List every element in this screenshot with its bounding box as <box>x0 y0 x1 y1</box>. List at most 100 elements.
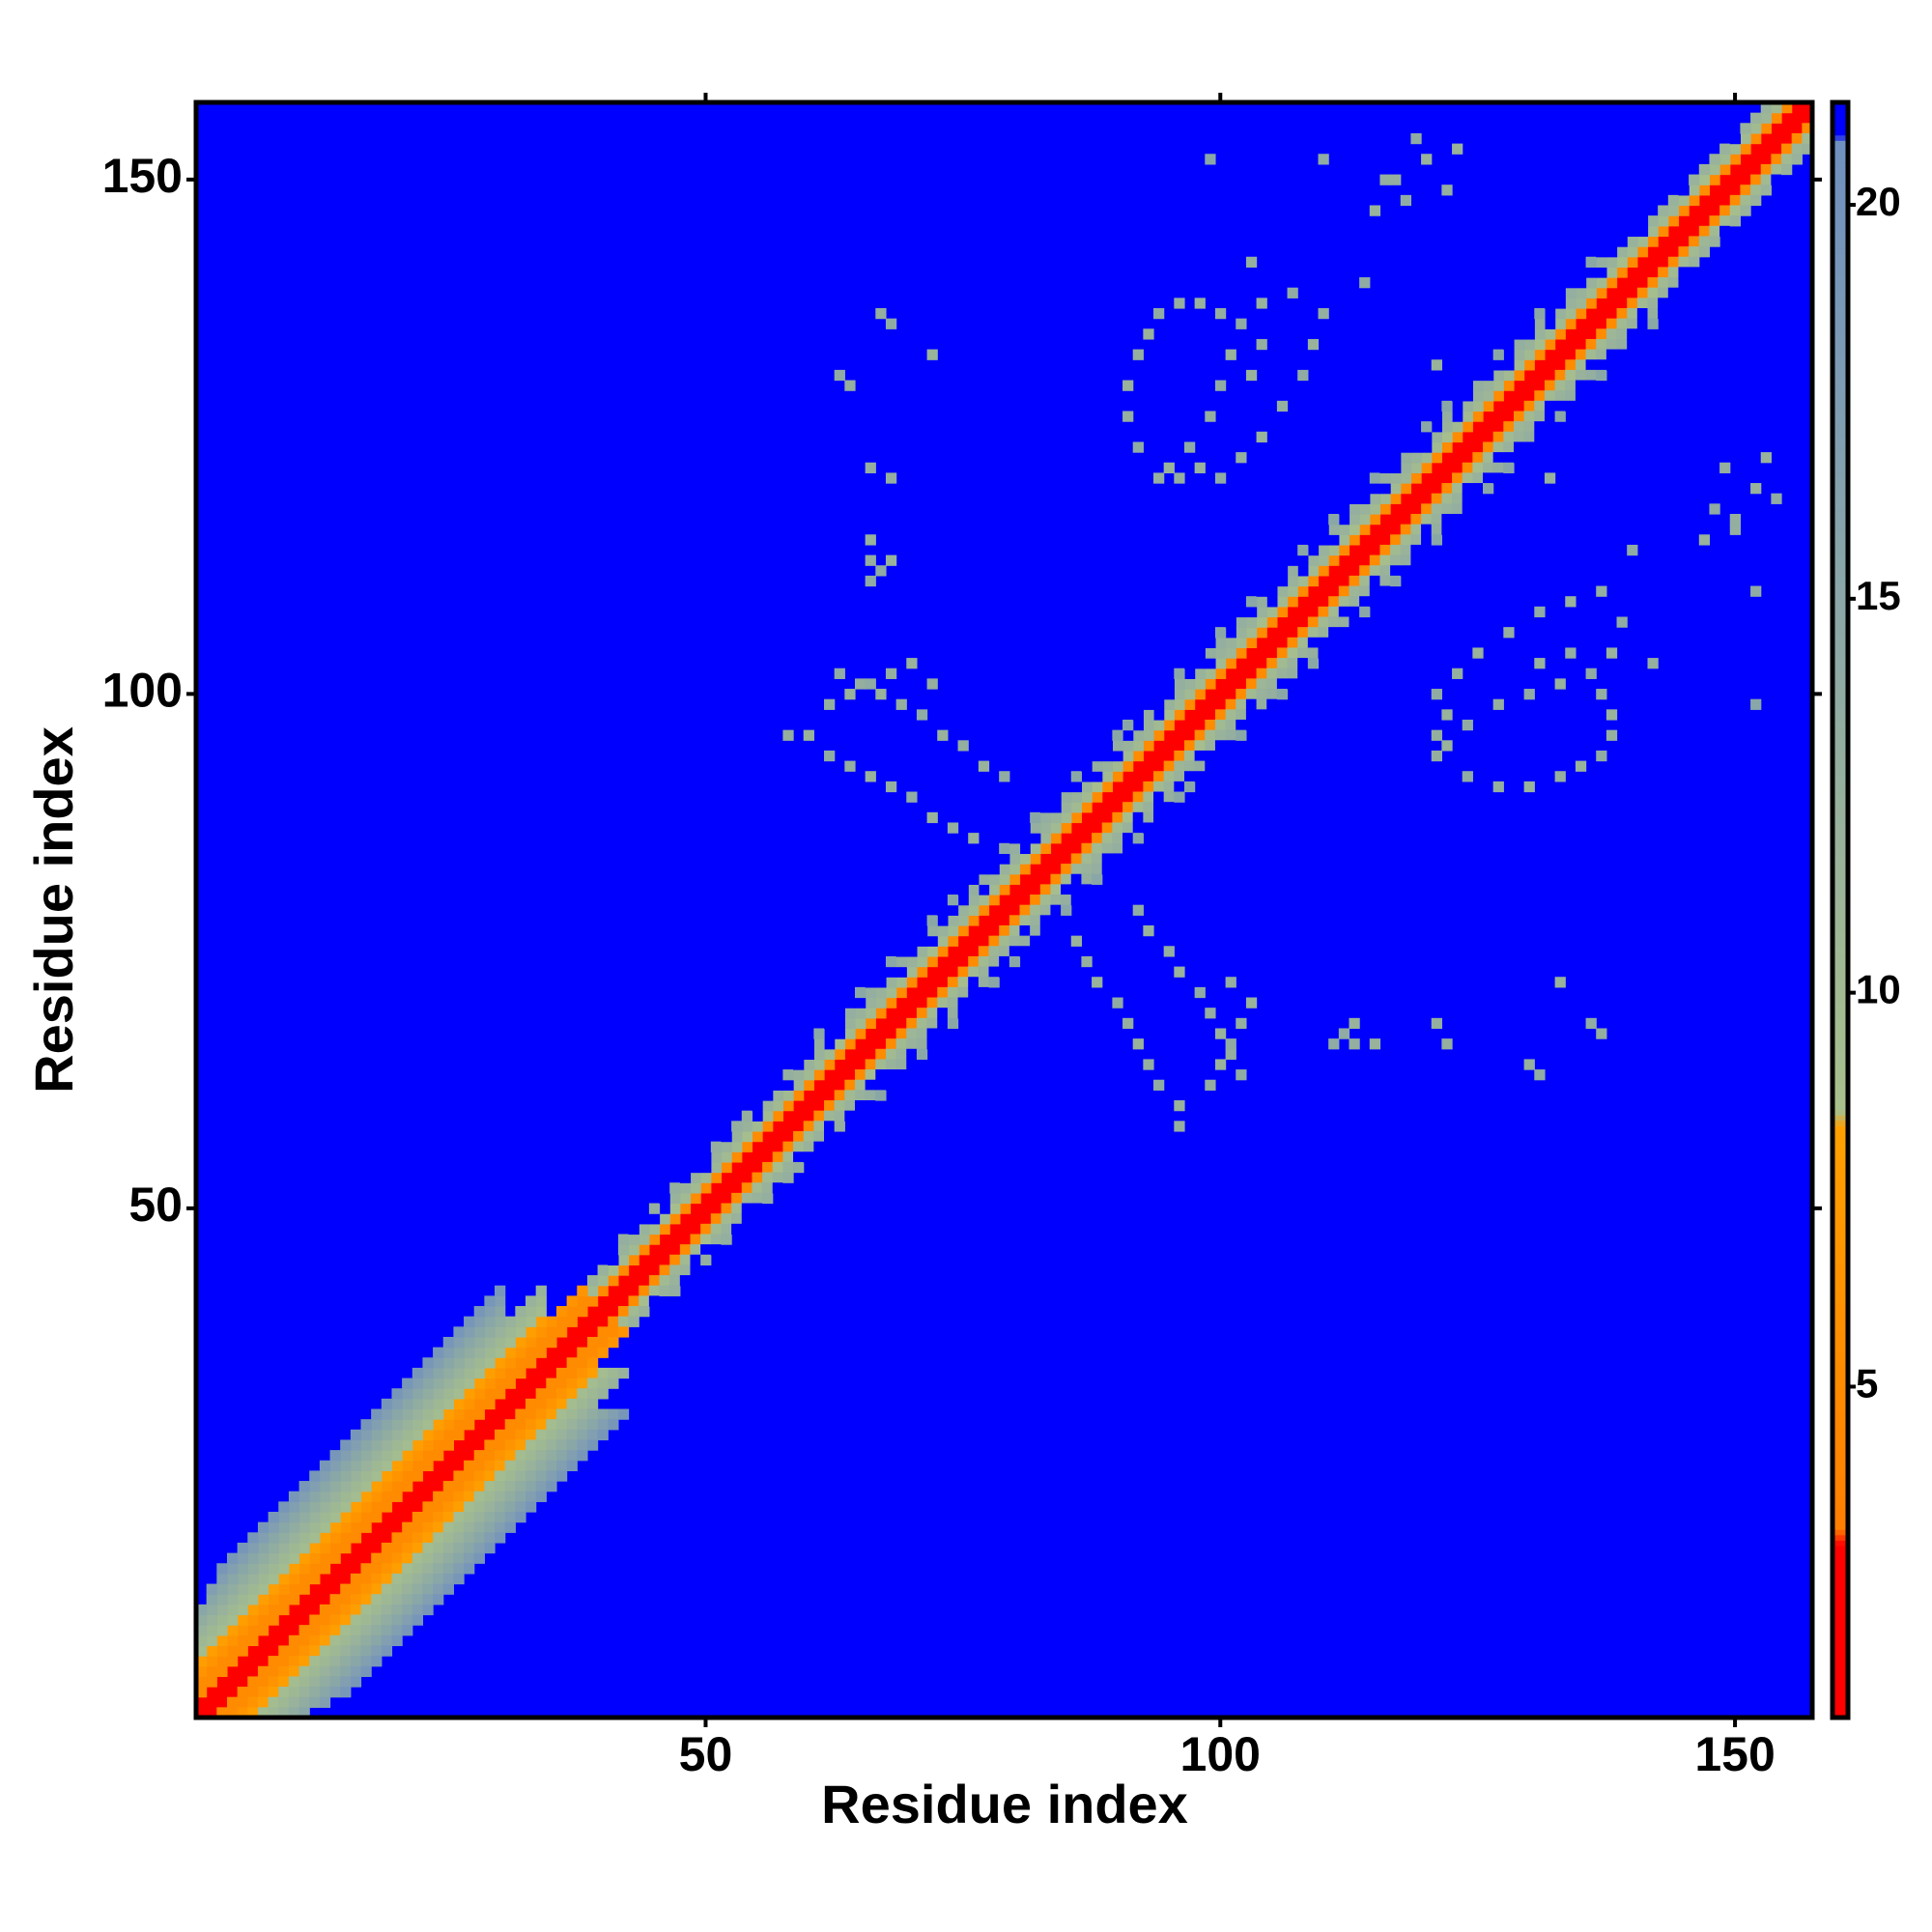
heatmap-cell <box>381 1512 393 1523</box>
colorbar-slice <box>1833 323 1848 329</box>
heatmap-cell <box>1266 647 1278 659</box>
heatmap-cell <box>1287 627 1298 639</box>
heatmap-cell <box>1483 472 1494 484</box>
heatmap-cell <box>1214 307 1227 320</box>
heatmap-cell <box>525 1388 537 1400</box>
heatmap-cell <box>865 1100 876 1112</box>
heatmap-cell <box>875 1048 887 1061</box>
heatmap-cell <box>329 1634 341 1647</box>
heatmap-cell <box>555 1347 568 1358</box>
heatmap-cell <box>1523 318 1535 329</box>
colorbar-slice <box>1833 845 1848 852</box>
colorbar-slice <box>1833 586 1848 593</box>
heatmap-cell <box>1245 369 1258 382</box>
colorbar-slice <box>1833 554 1848 561</box>
heatmap-cell <box>1441 493 1453 504</box>
heatmap-cell <box>546 1429 557 1441</box>
heatmap-cell <box>1297 658 1309 669</box>
heatmap-cell <box>288 1573 300 1585</box>
heatmap-cell <box>525 1501 537 1513</box>
heatmap-cell <box>1183 441 1196 453</box>
heatmap-cell <box>402 1470 413 1482</box>
heatmap-cell <box>1070 842 1083 855</box>
heatmap-cell <box>1441 441 1453 453</box>
heatmap-cell <box>1709 503 1720 515</box>
colorbar-slice <box>1833 1593 1848 1601</box>
heatmap-cell <box>360 1614 372 1626</box>
heatmap-cell <box>721 1192 732 1205</box>
heatmap-cell <box>721 1172 732 1183</box>
heatmap-cell <box>1174 1121 1185 1132</box>
colorbar-slice <box>1833 377 1848 384</box>
heatmap-cell <box>1050 811 1062 824</box>
heatmap-cell <box>350 1460 362 1472</box>
heatmap-cell <box>453 1408 465 1420</box>
heatmap-cell <box>1771 493 1782 504</box>
heatmap-cell <box>1554 771 1566 782</box>
heatmap-cell <box>257 1594 270 1605</box>
heatmap-cell <box>1503 421 1515 433</box>
colorbar-slice <box>1833 850 1848 858</box>
colorbar-slice <box>1833 124 1848 130</box>
heatmap-cell <box>1112 811 1123 824</box>
heatmap-cell <box>669 1203 681 1214</box>
heatmap-cell <box>1225 637 1236 649</box>
heatmap-cell <box>442 1336 455 1349</box>
colorbar-slice <box>1833 1394 1848 1401</box>
heatmap-cell <box>360 1429 372 1441</box>
heatmap-cell <box>1163 462 1175 473</box>
heatmap-cell <box>484 1398 496 1410</box>
heatmap-cell <box>1194 678 1206 690</box>
heatmap-cell <box>608 1336 619 1349</box>
heatmap-cell <box>525 1378 537 1389</box>
heatmap-cell <box>495 1367 506 1379</box>
heatmap-cell <box>442 1419 455 1431</box>
heatmap-cell <box>288 1634 300 1647</box>
heatmap-cell <box>464 1326 475 1338</box>
heatmap-cell <box>1050 842 1062 855</box>
heatmap-cell <box>1236 729 1247 741</box>
heatmap-cell <box>957 977 969 988</box>
heatmap-cell <box>1205 411 1216 422</box>
heatmap-cell <box>1153 781 1165 793</box>
heatmap-cell <box>1205 760 1216 772</box>
heatmap-cell <box>710 1213 723 1225</box>
heatmap-cell <box>1636 246 1649 258</box>
heatmap-cell <box>1441 185 1453 196</box>
heatmap-cell <box>1276 678 1289 690</box>
heatmap-cell <box>875 1079 887 1091</box>
heatmap-cell <box>1472 493 1484 504</box>
heatmap-cell <box>1009 864 1021 875</box>
heatmap-cell <box>1236 658 1247 669</box>
heatmap-cell <box>597 1306 609 1318</box>
heatmap-cell <box>535 1388 547 1400</box>
colorbar-slice <box>1833 576 1848 582</box>
heatmap-cell <box>1719 163 1731 176</box>
heatmap-cell <box>793 1141 805 1152</box>
heatmap-cell <box>906 966 918 978</box>
heatmap-cell <box>988 884 1000 895</box>
heatmap-cell <box>535 1378 547 1389</box>
colorbar-slice <box>1833 210 1848 216</box>
heatmap-cell <box>916 924 928 937</box>
colorbar-slice <box>1833 1044 1848 1051</box>
heatmap-cell <box>350 1563 362 1575</box>
heatmap-cell <box>402 1521 413 1533</box>
heatmap-cell <box>1513 390 1525 402</box>
heatmap-cell <box>1245 606 1258 618</box>
heatmap-cell <box>628 1234 639 1245</box>
heatmap-cell <box>257 1573 270 1585</box>
heatmap-cell <box>288 1707 300 1719</box>
heatmap-cell <box>442 1552 455 1564</box>
heatmap-cell <box>968 955 980 968</box>
heatmap-cell <box>639 1275 650 1287</box>
heatmap-cell <box>464 1367 475 1379</box>
heatmap-cell <box>1452 503 1463 515</box>
heatmap-cell <box>1081 802 1093 813</box>
heatmap-cell <box>433 1552 444 1564</box>
colorbar-slice <box>1833 166 1848 174</box>
heatmap-cell <box>617 1264 630 1276</box>
heatmap-cell <box>1297 637 1309 649</box>
heatmap-cell <box>1647 298 1659 309</box>
heatmap-cell <box>577 1408 588 1420</box>
